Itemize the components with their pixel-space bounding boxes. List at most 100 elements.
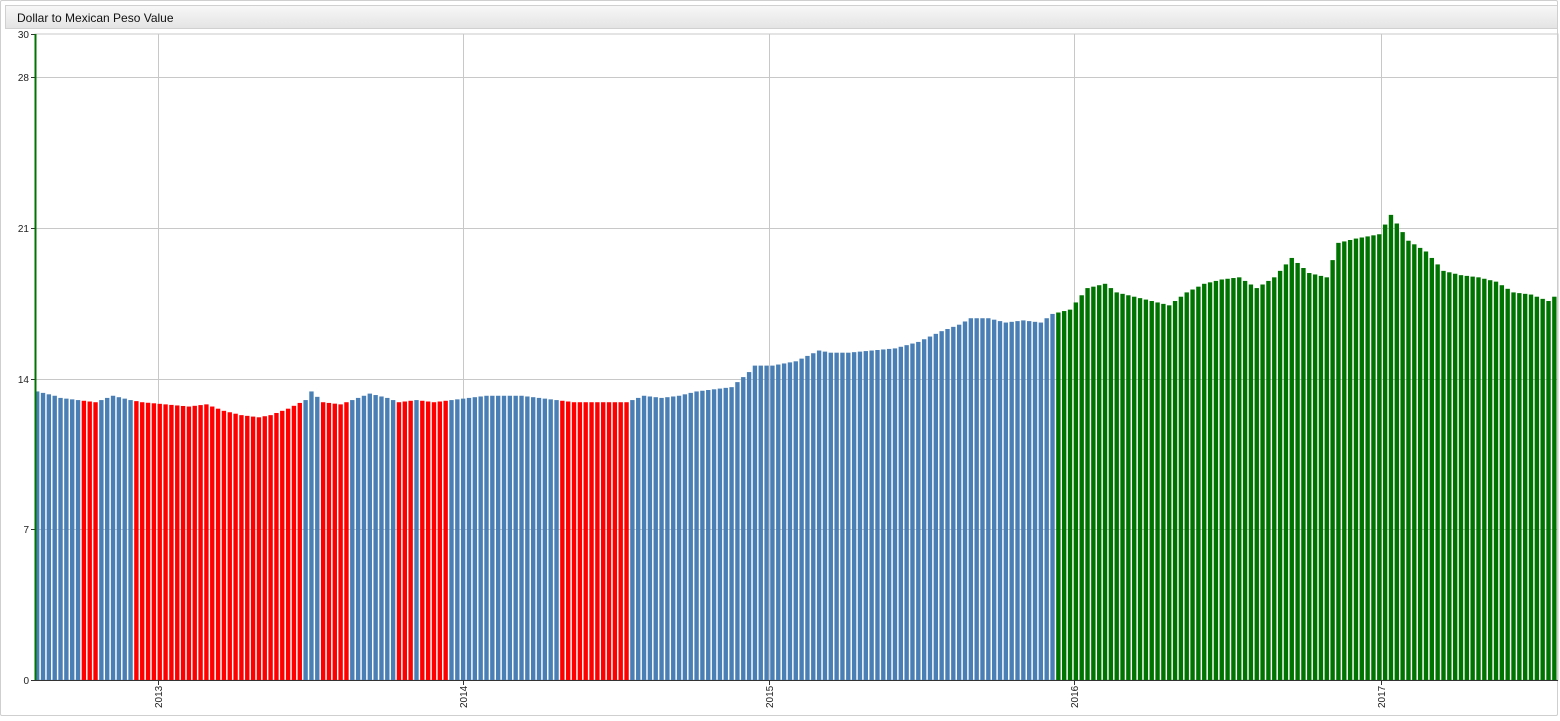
bar <box>531 397 536 680</box>
bar <box>1540 298 1545 680</box>
bar <box>822 351 828 680</box>
bar <box>466 397 472 680</box>
bar <box>425 401 431 680</box>
bar <box>355 397 361 680</box>
bar <box>1417 247 1423 680</box>
y-tick-label: 21 <box>18 224 30 235</box>
bar <box>758 365 763 680</box>
bar <box>507 395 513 680</box>
bar <box>548 399 553 680</box>
bar <box>723 387 728 680</box>
bar <box>1359 237 1364 681</box>
bar <box>1079 295 1084 680</box>
bar <box>1120 293 1125 680</box>
bar <box>443 400 448 680</box>
bar <box>921 339 927 680</box>
bar <box>186 406 192 680</box>
bar <box>986 318 991 680</box>
bar <box>1464 275 1470 680</box>
bar <box>46 394 52 680</box>
bar <box>478 396 483 680</box>
bars <box>35 214 1557 681</box>
bar <box>1114 292 1119 680</box>
bar <box>1534 296 1540 680</box>
bar <box>245 415 250 680</box>
bar <box>1487 280 1493 680</box>
bar <box>1272 277 1277 680</box>
bar <box>875 350 880 680</box>
bar <box>554 400 559 680</box>
bar <box>1137 298 1143 680</box>
bar <box>116 397 122 680</box>
bar <box>1067 309 1073 680</box>
bar <box>916 341 921 680</box>
y-tick-label: 0 <box>23 676 29 687</box>
bar <box>589 402 594 680</box>
bar <box>997 321 1003 680</box>
bar <box>1207 282 1213 680</box>
bar <box>846 352 851 680</box>
bar <box>490 395 495 680</box>
bar <box>70 399 75 680</box>
bar <box>1546 301 1551 680</box>
bar <box>851 352 857 680</box>
bar <box>746 372 752 680</box>
bar <box>151 403 157 680</box>
bar <box>1190 289 1195 680</box>
bar <box>1097 285 1102 680</box>
bar <box>338 404 343 680</box>
bar <box>99 400 104 680</box>
bar <box>1231 278 1236 680</box>
bar <box>408 400 413 680</box>
bar <box>799 358 804 680</box>
bar <box>303 400 308 680</box>
bar <box>1423 251 1429 681</box>
bar <box>741 377 746 680</box>
bar <box>1552 296 1557 680</box>
bar <box>1021 320 1026 680</box>
bar <box>204 404 209 680</box>
bar <box>700 390 705 680</box>
bar <box>385 397 390 680</box>
bar <box>1289 257 1294 680</box>
bar <box>396 402 402 680</box>
bar <box>64 398 69 680</box>
bar <box>1003 322 1009 680</box>
bar <box>583 402 588 680</box>
bar <box>781 363 787 680</box>
bar <box>122 398 127 680</box>
bar <box>239 415 244 680</box>
bar <box>694 391 699 680</box>
axes: 0 7 14 21 28 30 2013 2014 2015 2016 2017 <box>18 30 1558 708</box>
bar <box>1394 223 1399 681</box>
bar <box>58 397 63 680</box>
bar <box>571 402 577 680</box>
bar <box>1365 236 1370 680</box>
bar <box>793 361 798 680</box>
bar <box>974 318 979 680</box>
bar <box>1155 302 1160 680</box>
bar <box>1382 224 1388 680</box>
bar <box>431 402 437 680</box>
bar <box>1167 305 1172 680</box>
bar <box>606 402 612 680</box>
bar <box>910 343 915 680</box>
bar <box>285 408 291 680</box>
bar <box>653 397 658 680</box>
bar <box>455 399 460 680</box>
bar <box>1266 280 1271 680</box>
bar <box>198 405 203 680</box>
bar <box>52 395 57 680</box>
bar <box>933 333 939 680</box>
bar <box>1528 294 1534 680</box>
bar <box>811 353 816 680</box>
bar <box>163 404 168 680</box>
bar <box>834 352 839 680</box>
bar <box>420 400 425 680</box>
bar <box>1429 257 1434 680</box>
bar <box>927 336 933 680</box>
bar <box>291 405 297 680</box>
bar <box>1412 244 1417 680</box>
bar <box>945 329 950 680</box>
